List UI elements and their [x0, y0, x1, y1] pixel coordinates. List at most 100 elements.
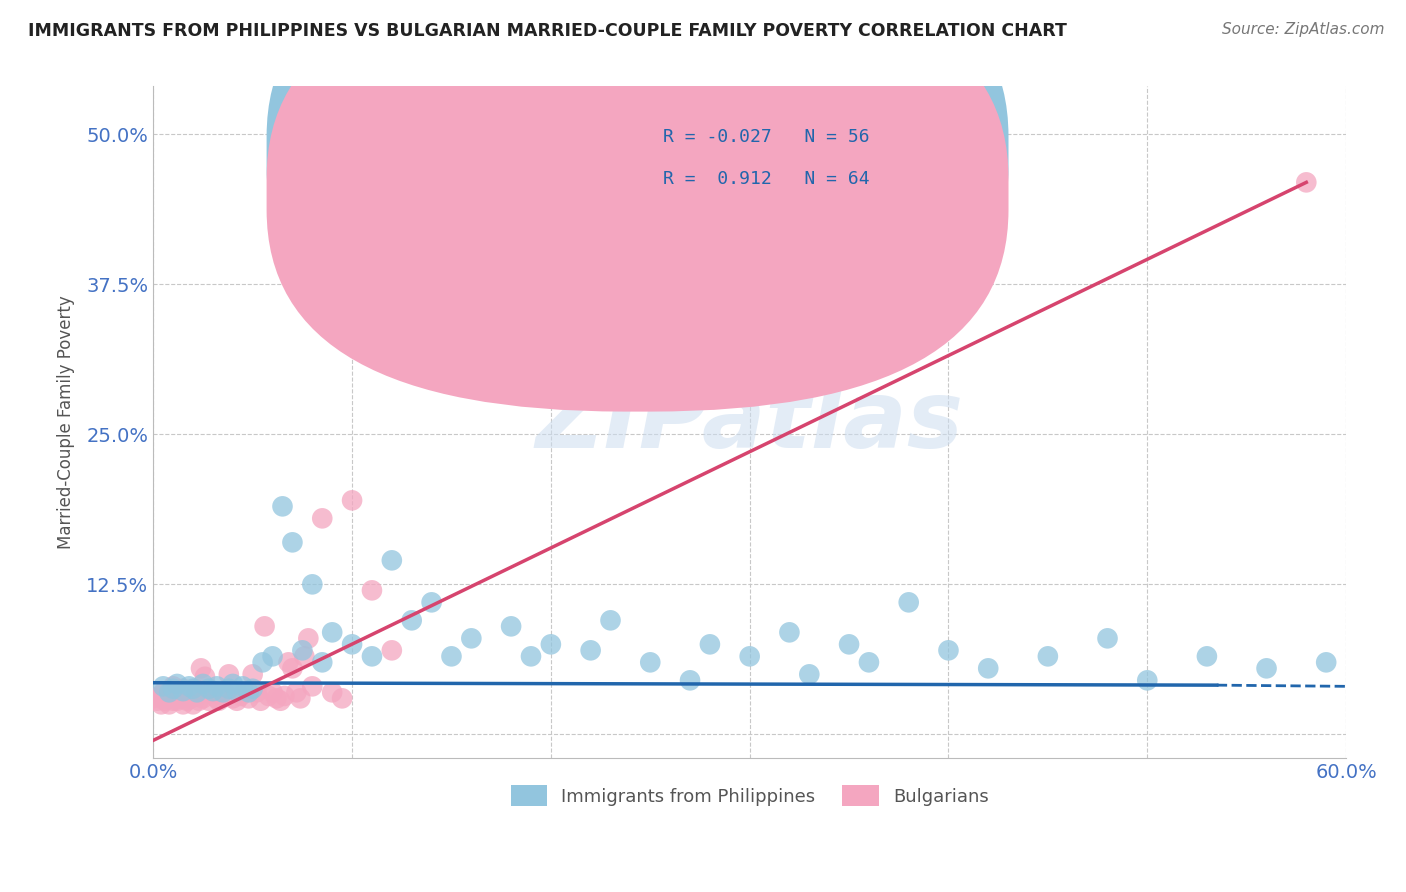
- Point: [440, 649, 463, 664]
- Point: [291, 643, 314, 657]
- Point: [738, 649, 761, 664]
- Point: [188, 694, 211, 708]
- Point: [301, 577, 323, 591]
- FancyBboxPatch shape: [267, 0, 1008, 411]
- Point: [195, 685, 218, 699]
- Point: [238, 685, 260, 699]
- Point: [166, 694, 188, 708]
- Point: [177, 679, 200, 693]
- Point: [638, 656, 661, 670]
- Point: [142, 691, 165, 706]
- Point: [292, 649, 315, 664]
- Point: [190, 661, 212, 675]
- Point: [540, 637, 562, 651]
- Point: [157, 685, 180, 699]
- Point: [214, 685, 236, 699]
- Point: [381, 643, 404, 657]
- Point: [679, 673, 702, 688]
- Point: [233, 685, 256, 699]
- Point: [1036, 649, 1059, 664]
- Point: [246, 685, 269, 699]
- Point: [238, 691, 260, 706]
- Point: [205, 691, 228, 706]
- Point: [1256, 661, 1278, 675]
- Point: [170, 691, 193, 706]
- Point: [176, 694, 198, 708]
- Point: [311, 656, 333, 670]
- Point: [285, 685, 308, 699]
- Point: [266, 691, 288, 706]
- Point: [599, 613, 621, 627]
- Point: [150, 698, 173, 712]
- Point: [262, 685, 284, 699]
- Point: [186, 689, 208, 703]
- Text: R =  0.912   N = 64: R = 0.912 N = 64: [662, 170, 869, 188]
- FancyBboxPatch shape: [267, 0, 1008, 370]
- Point: [194, 670, 217, 684]
- Point: [152, 685, 174, 699]
- Point: [340, 493, 363, 508]
- Point: [420, 595, 443, 609]
- Point: [191, 691, 214, 706]
- Point: [160, 685, 183, 699]
- Point: [225, 684, 247, 698]
- Point: [162, 679, 184, 693]
- Point: [579, 643, 602, 657]
- Point: [699, 637, 721, 651]
- Point: [460, 632, 482, 646]
- Point: [242, 667, 264, 681]
- Point: [838, 637, 860, 651]
- Text: Source: ZipAtlas.com: Source: ZipAtlas.com: [1222, 22, 1385, 37]
- Point: [174, 689, 197, 703]
- Point: [1097, 632, 1119, 646]
- Point: [155, 694, 177, 708]
- Point: [311, 511, 333, 525]
- Point: [361, 649, 384, 664]
- Point: [146, 694, 169, 708]
- Text: ZIPatlas: ZIPatlas: [536, 376, 963, 468]
- Point: [184, 681, 207, 696]
- Point: [218, 681, 240, 696]
- Point: [257, 689, 280, 703]
- Text: R = -0.027   N = 56: R = -0.027 N = 56: [662, 128, 869, 145]
- Point: [297, 632, 319, 646]
- Point: [225, 694, 247, 708]
- Point: [180, 691, 202, 706]
- Point: [1315, 656, 1337, 670]
- Y-axis label: Married-Couple Family Poverty: Married-Couple Family Poverty: [58, 295, 75, 549]
- Point: [212, 685, 235, 699]
- Point: [172, 698, 194, 712]
- Point: [1295, 175, 1317, 189]
- Point: [271, 500, 294, 514]
- Point: [181, 681, 204, 696]
- Point: [229, 689, 252, 703]
- Point: [208, 694, 231, 708]
- Point: [270, 694, 292, 708]
- Point: [520, 649, 543, 664]
- Point: [201, 684, 224, 698]
- Point: [198, 694, 221, 708]
- Point: [799, 667, 821, 681]
- Point: [232, 679, 254, 693]
- Point: [198, 681, 221, 696]
- Point: [252, 656, 274, 670]
- Point: [281, 535, 304, 549]
- Point: [157, 698, 180, 712]
- Point: [262, 649, 284, 664]
- Point: [148, 689, 170, 703]
- Point: [381, 553, 404, 567]
- Point: [165, 689, 187, 703]
- Point: [778, 625, 800, 640]
- Point: [321, 625, 343, 640]
- Point: [361, 583, 384, 598]
- Point: [301, 679, 323, 693]
- Point: [181, 698, 204, 712]
- Point: [938, 643, 960, 657]
- Point: [212, 689, 235, 703]
- Point: [218, 667, 240, 681]
- Point: [977, 661, 1000, 675]
- Point: [340, 637, 363, 651]
- Point: [242, 681, 264, 696]
- Point: [897, 595, 920, 609]
- Point: [177, 685, 200, 699]
